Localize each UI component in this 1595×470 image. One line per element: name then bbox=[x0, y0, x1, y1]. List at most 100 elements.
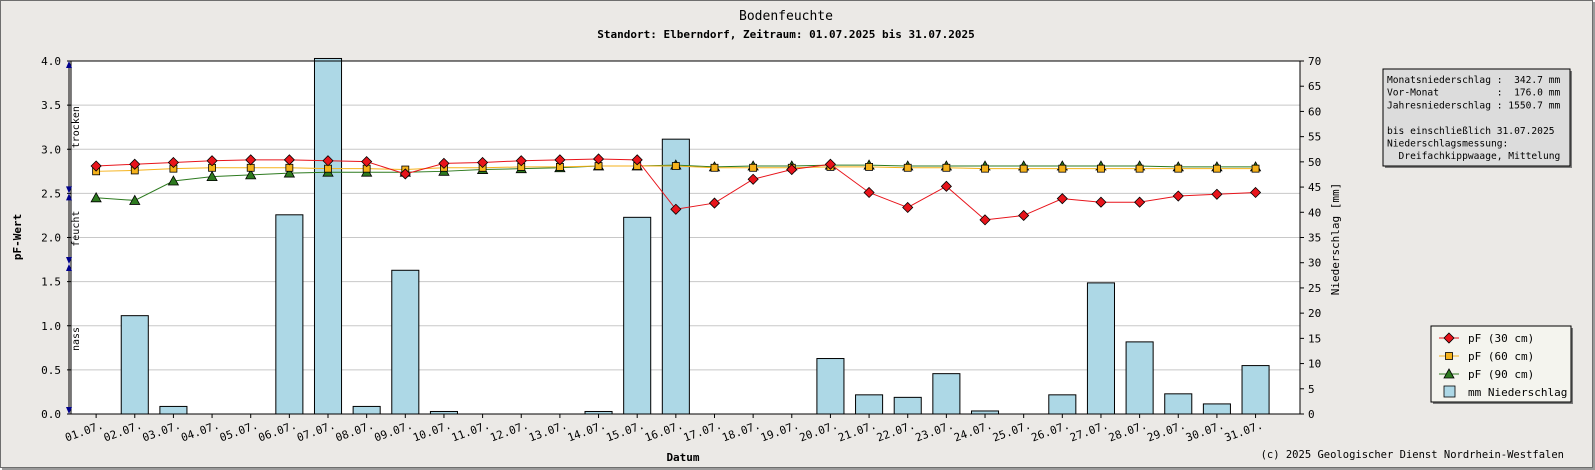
precipitation-bar bbox=[391, 269, 420, 415]
precipitation-bar bbox=[932, 373, 961, 415]
y2-tick-label: 40 bbox=[1308, 206, 1321, 219]
y2-tick-label: 10 bbox=[1308, 358, 1321, 371]
x-tick-label: 13.07. bbox=[527, 419, 569, 445]
data-point-marker bbox=[1019, 164, 1028, 173]
data-point-marker bbox=[942, 163, 951, 172]
precipitation-bar bbox=[1125, 341, 1154, 415]
y-tick-label: 3.0 bbox=[41, 143, 61, 156]
data-point-marker bbox=[1174, 164, 1183, 173]
data-point-marker bbox=[1056, 193, 1068, 205]
info-box-frame bbox=[1382, 68, 1571, 167]
data-point-marker bbox=[863, 186, 875, 199]
data-point-marker bbox=[1213, 164, 1221, 173]
zone-arrow-down bbox=[66, 186, 72, 194]
x-tick-label: 26.07. bbox=[1030, 419, 1072, 445]
legend-label: pF (60 cm) bbox=[1468, 350, 1534, 363]
data-point-marker bbox=[981, 164, 989, 173]
x-tick-label: 17.07. bbox=[682, 419, 724, 445]
zone-label: feucht bbox=[71, 211, 82, 247]
info-line: Jahresniederschlag : 1550.7 mm bbox=[1387, 100, 1561, 111]
data-point-marker bbox=[749, 163, 758, 172]
bar-series-niederschlag bbox=[120, 57, 1270, 415]
data-point-marker bbox=[592, 153, 605, 165]
info-line: Dreifachkippwaage, Mittelung bbox=[1387, 151, 1560, 162]
x-tick-label: 05.07. bbox=[218, 419, 260, 445]
data-point-marker bbox=[670, 203, 682, 215]
data-point-marker bbox=[477, 156, 489, 169]
x-tick-label: 10.07. bbox=[411, 419, 453, 445]
zone-arrow-down bbox=[66, 407, 72, 414]
data-point-marker bbox=[786, 163, 798, 176]
y-tick-label: 1.0 bbox=[41, 320, 61, 333]
chart-subtitle: Standort: Elberndorf, Zeitraum: 01.07.20… bbox=[597, 28, 975, 41]
data-point-marker bbox=[515, 155, 527, 167]
data-point-marker bbox=[206, 155, 218, 167]
x-tick-label: 01.07. bbox=[63, 419, 105, 445]
legend-bar-swatch bbox=[1443, 385, 1456, 398]
data-point-marker bbox=[167, 156, 179, 169]
y2-tick-label: 70 bbox=[1308, 55, 1321, 68]
data-point-marker bbox=[1211, 188, 1223, 200]
y-tick-label: 4.0 bbox=[41, 55, 61, 68]
zone-label: trocken bbox=[71, 106, 82, 148]
data-point-marker bbox=[1443, 332, 1455, 344]
precipitation-bar bbox=[661, 138, 690, 415]
data-point-marker bbox=[1172, 190, 1184, 202]
data-point-marker bbox=[283, 154, 295, 166]
zone-arrow-up bbox=[66, 193, 72, 201]
x-tick-label: 22.07. bbox=[875, 419, 917, 445]
data-point-marker bbox=[90, 191, 102, 203]
precipitation-bar bbox=[275, 214, 304, 415]
y2-tick-label: 0 bbox=[1308, 408, 1315, 421]
legend-label: pF (90 cm) bbox=[1468, 368, 1534, 381]
data-point-marker bbox=[322, 155, 334, 167]
y-axis-label: pF-Wert bbox=[11, 214, 24, 260]
info-line: Niederschlagsmessung: bbox=[1387, 139, 1508, 150]
x-tick-label: 21.07. bbox=[836, 419, 878, 445]
zone-arrow-up bbox=[66, 263, 72, 271]
data-point-marker bbox=[865, 162, 873, 171]
legend-label: pF (30 cm) bbox=[1468, 332, 1534, 345]
y-tick-label: 0.5 bbox=[41, 364, 61, 377]
x-tick-label: 09.07. bbox=[373, 419, 415, 445]
data-point-marker bbox=[129, 158, 141, 170]
x-tick-label: 14.07. bbox=[566, 419, 608, 445]
y-tick-label: 3.5 bbox=[41, 99, 61, 112]
data-point-marker bbox=[283, 167, 296, 178]
data-point-marker bbox=[438, 157, 450, 169]
precipitation-bar bbox=[120, 315, 149, 415]
data-point-marker bbox=[708, 197, 721, 209]
data-point-marker bbox=[1251, 164, 1260, 173]
x-tick-label: 25.07. bbox=[991, 419, 1033, 445]
precipitation-bar bbox=[623, 216, 652, 415]
data-point-marker bbox=[1018, 209, 1030, 222]
moisture-zones: trocken feucht nass bbox=[66, 61, 82, 414]
x-tick-label: 27.07. bbox=[1068, 419, 1110, 445]
data-point-marker bbox=[361, 156, 373, 168]
data-point-marker bbox=[167, 175, 180, 186]
x-tick-label: 23.07. bbox=[914, 419, 956, 445]
zone-arrow-down bbox=[66, 256, 72, 264]
data-point-marker bbox=[245, 169, 257, 180]
legend: pF (30 cm) pF (60 cm) pF (90 cm) mm Nieders… bbox=[1430, 325, 1573, 404]
y2-tick-label: 5 bbox=[1308, 383, 1315, 396]
y2-tick-label: 15 bbox=[1308, 332, 1321, 345]
precipitation-bar bbox=[1202, 403, 1231, 415]
data-point-marker bbox=[903, 163, 912, 172]
y2-tick-label: 45 bbox=[1308, 181, 1321, 194]
precipitation-bar bbox=[313, 57, 343, 415]
x-tick-label: 16.07. bbox=[643, 419, 685, 445]
x-tick-label: 11.07. bbox=[450, 419, 492, 445]
x-tick-label: 03.07. bbox=[141, 419, 183, 445]
y2-axis-label: Niederschlag [mm] bbox=[1329, 183, 1342, 296]
precipitation-bar bbox=[159, 405, 188, 415]
info-line: Monatsniederschlag : 342.7 mm bbox=[1387, 75, 1561, 86]
y2-tick-label: 35 bbox=[1308, 232, 1321, 245]
data-point-marker bbox=[1134, 196, 1146, 208]
x-axis-label: Datum bbox=[666, 451, 699, 464]
data-point-marker bbox=[129, 194, 141, 205]
data-point-marker bbox=[1445, 352, 1453, 360]
precipitation-bar bbox=[816, 358, 845, 415]
data-point-marker bbox=[671, 162, 680, 170]
